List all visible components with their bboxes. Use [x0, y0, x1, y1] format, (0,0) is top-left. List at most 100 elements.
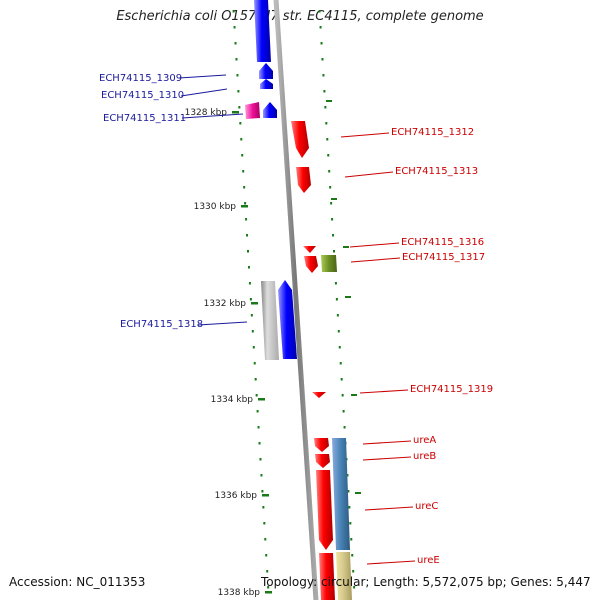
gene-leader-line — [366, 560, 416, 565]
guide-dot-left — [239, 122, 242, 125]
guide-dot-right — [329, 186, 332, 189]
gene-feature-ureA[interactable] — [314, 438, 329, 452]
guide-dot-right — [327, 154, 330, 157]
tick-label: 1330 kbp — [194, 202, 237, 212]
gene-label[interactable]: ureC — [415, 501, 438, 512]
guide-dot-right — [346, 474, 349, 477]
gene-feature-1318[interactable] — [278, 280, 297, 359]
guide-dot-right — [334, 282, 337, 285]
guide-dot-right — [342, 410, 345, 413]
guide-dot-right — [332, 234, 335, 237]
guide-dash — [343, 246, 349, 248]
gene-label[interactable]: ECH74115_1309 — [99, 73, 182, 84]
tick-mark — [232, 111, 239, 114]
gene-label[interactable]: ureA — [413, 435, 436, 446]
gene-feature-1317[interactable] — [321, 255, 337, 272]
gene-feature-ure-steel[interactable] — [332, 438, 350, 550]
guide-dot-left — [240, 138, 243, 141]
guide-dot-right — [336, 314, 339, 317]
guide-dot-left — [254, 378, 257, 381]
gene-feature-1318-grey[interactable] — [261, 281, 279, 360]
gene-leader-line — [359, 389, 409, 394]
scale-ticks: 1328 kbp 1330 kbp 1332 kbp 1334 kbp 1336 kbp… — [185, 108, 272, 598]
gene-leader-line — [181, 113, 244, 119]
tick-mark — [265, 591, 272, 594]
gene-leader-line — [340, 132, 390, 138]
guide-dot-left — [265, 554, 268, 557]
guide-dot-left — [258, 442, 261, 445]
tick-label: 1336 kbp — [215, 491, 258, 501]
guide-dot-left — [237, 90, 240, 93]
gene-feature-1316[interactable] — [303, 246, 316, 253]
topology-text: Topology: circular; Length: 5,572,075 bp… — [261, 575, 591, 589]
guide-dot-right — [328, 170, 331, 173]
gene-label[interactable]: ECH74115_1312 — [391, 127, 474, 138]
guide-dot-left — [262, 506, 265, 509]
guide-dot-right — [326, 138, 329, 141]
gene-feature-1319[interactable] — [312, 392, 326, 398]
guide-dot-right — [318, 10, 321, 13]
guide-dot-left — [251, 330, 254, 333]
gene-label[interactable]: ECH74115_1316 — [401, 237, 484, 248]
guide-dot-left — [242, 170, 245, 173]
guide-dot-left — [266, 570, 269, 573]
gene-feature-ureB[interactable] — [315, 454, 330, 468]
gene-labels: ECH74115_1309 ECH74115_1310 ECH74115_1311 E… — [99, 73, 493, 566]
guide-dot-right — [323, 90, 326, 93]
gene-feature-1311-pink[interactable] — [245, 102, 260, 119]
gene-feature-1310[interactable] — [260, 79, 273, 89]
gene-feature-1313[interactable] — [296, 167, 311, 193]
guide-dot-right — [353, 586, 356, 589]
guide-dot-left — [267, 586, 270, 589]
guide-dot-left — [236, 74, 239, 77]
guide-dot-right — [320, 42, 323, 45]
guide-dot-right — [325, 122, 328, 125]
gene-label[interactable]: ECH74115_1310 — [101, 90, 184, 101]
guide-dot-left — [234, 42, 237, 45]
gene-leader-line — [350, 257, 401, 263]
guide-dash — [355, 492, 361, 494]
guide-dot-left — [238, 106, 241, 109]
accession-text: Accession: NC_011353 — [9, 575, 146, 589]
gene-leader-line — [180, 88, 228, 97]
gene-label[interactable]: ECH74115_1311 — [103, 113, 186, 124]
gene-label[interactable]: ECH74115_1318 — [120, 319, 203, 330]
guide-dot-right — [324, 106, 327, 109]
gene-feature-1308[interactable] — [254, 0, 271, 62]
gene-feature-ure-khaki[interactable] — [336, 552, 352, 600]
gene-label[interactable]: ECH74115_1313 — [395, 166, 478, 177]
guide-dot-right — [348, 506, 351, 509]
gene-label[interactable]: ECH74115_1319 — [410, 384, 493, 395]
gene-label[interactable]: ureE — [417, 555, 440, 566]
guide-dot-left — [245, 218, 248, 221]
guide-dot-right — [347, 490, 350, 493]
guide-dot-left — [249, 298, 252, 301]
gene-label[interactable]: ECH74115_1317 — [402, 252, 485, 263]
gene-feature-1316b[interactable] — [304, 256, 318, 273]
guide-dot-left — [253, 362, 256, 365]
gene-leader-line — [362, 456, 412, 461]
guide-dot-right — [340, 378, 343, 381]
gene-feature-1311[interactable] — [263, 102, 277, 118]
tick-mark — [251, 302, 258, 305]
gene-label[interactable]: ureB — [413, 451, 436, 462]
gene-feature-1312[interactable] — [291, 121, 309, 158]
guide-dot-left — [264, 538, 267, 541]
guide-dot-left — [247, 250, 249, 253]
tick-label: 1338 kbp — [218, 588, 261, 598]
tick-label: 1332 kbp — [204, 299, 247, 309]
guide-dash — [331, 198, 337, 200]
map-title: Escherichia coli O157:H7 str. EC4115, co… — [116, 9, 484, 24]
guide-dot-left — [261, 490, 264, 493]
gene-feature-ureE[interactable] — [319, 553, 335, 600]
guide-dot-right — [352, 570, 355, 573]
guide-dot-left — [244, 202, 247, 205]
guide-dot-right — [333, 250, 335, 253]
gene-feature-ureC[interactable] — [316, 470, 333, 550]
gene-feature-1309[interactable] — [259, 63, 273, 79]
guide-dot-left — [243, 186, 246, 189]
guide-dot-right — [322, 74, 325, 77]
gene-leader-line — [344, 171, 394, 178]
guide-dot-right — [341, 394, 344, 397]
